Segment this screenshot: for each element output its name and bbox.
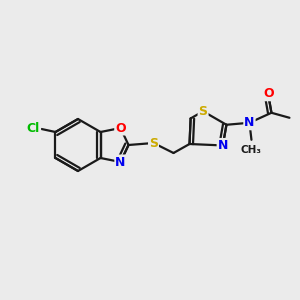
Text: N: N — [115, 155, 126, 169]
Text: N: N — [244, 116, 255, 129]
Text: Cl: Cl — [27, 122, 40, 136]
Text: O: O — [115, 122, 126, 134]
Text: N: N — [218, 139, 228, 152]
Text: O: O — [263, 87, 274, 100]
Text: S: S — [199, 105, 208, 118]
Text: CH₃: CH₃ — [241, 145, 262, 155]
Text: S: S — [149, 136, 158, 149]
